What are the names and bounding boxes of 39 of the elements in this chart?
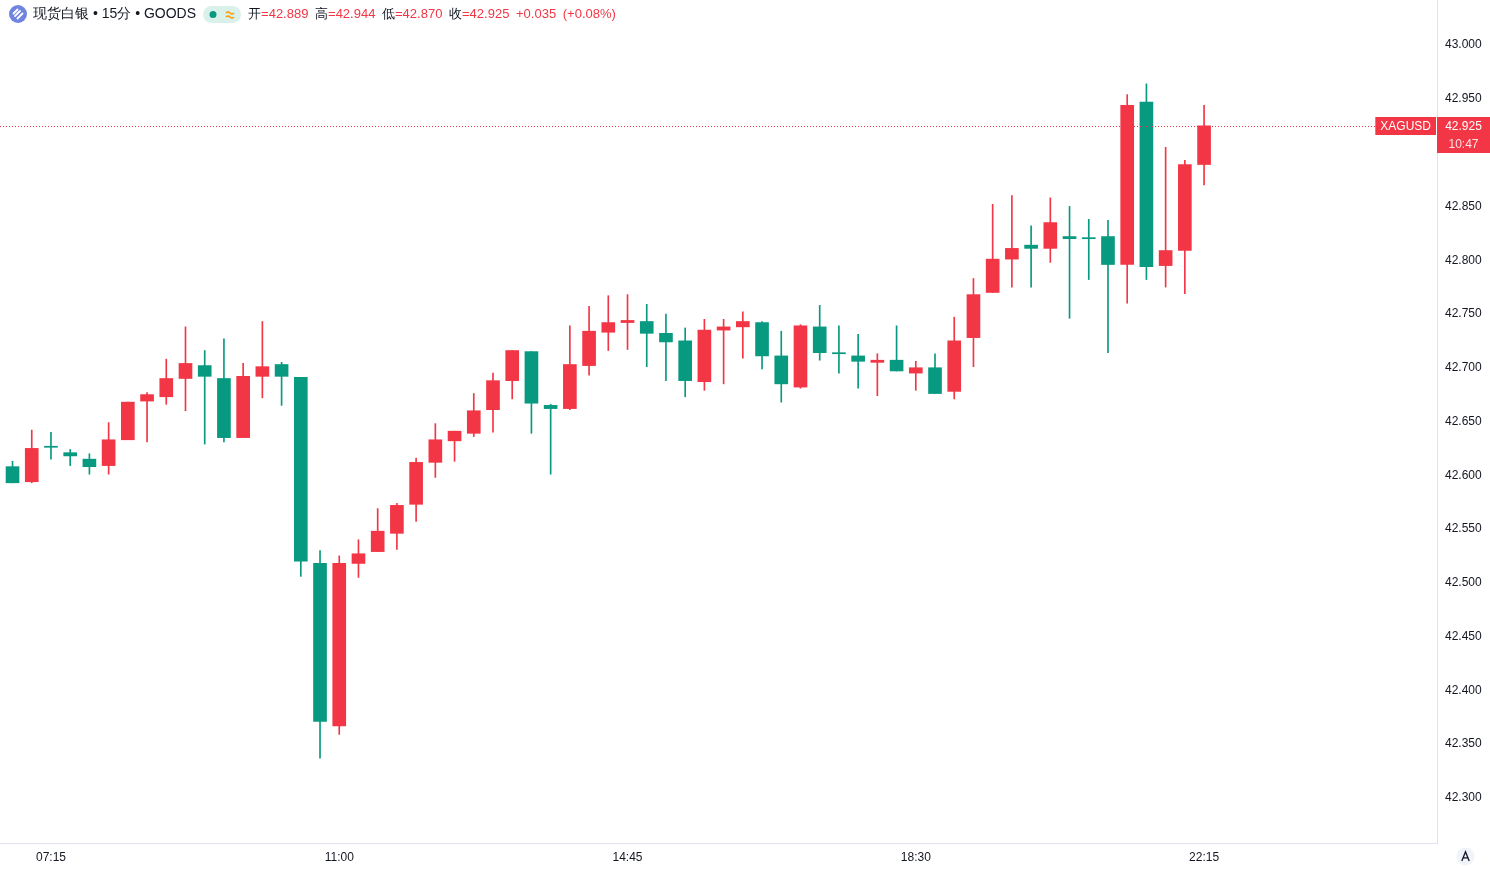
- text: 42.925: [1445, 119, 1483, 134]
- x-tick-label: 14:45: [612, 849, 643, 864]
- candlestick: [1101, 220, 1115, 354]
- y-tick-label: 42.750: [1445, 306, 1483, 321]
- y-tick-label: 42.300: [1445, 790, 1483, 805]
- chart-title: 现货白银 • 15分 • GOODS: [33, 5, 197, 23]
- candlestick: [601, 295, 616, 351]
- y-tick-label: 42.350: [1445, 736, 1483, 751]
- y-tick-label: 42.450: [1445, 628, 1483, 643]
- candlestick: [1081, 219, 1096, 280]
- y-tick-label: 42.950: [1445, 91, 1483, 106]
- x-tick-label: 22:15: [1189, 849, 1220, 864]
- y-tick-label: 42.500: [1445, 575, 1483, 590]
- candlestick: [639, 303, 654, 367]
- y-tick-label: 42.650: [1445, 413, 1483, 428]
- candlestick: [1005, 195, 1019, 288]
- x-tick-label: 07:15: [35, 849, 67, 864]
- y-tick-label: 42.800: [1445, 252, 1483, 267]
- ref-line-label: XAGUSD: [1380, 119, 1432, 134]
- candlestick: [140, 392, 154, 443]
- candlestick: [197, 350, 212, 445]
- candlestick: [736, 311, 750, 359]
- candlestick: [44, 431, 58, 460]
- y-tick-label: 42.850: [1445, 198, 1483, 213]
- y-tick-label: 42.400: [1445, 682, 1483, 697]
- y-tick-label: 43.000: [1445, 37, 1483, 52]
- y-tick-label: 42.550: [1445, 521, 1483, 536]
- candlestick: [659, 313, 673, 381]
- candlestick: [908, 360, 923, 391]
- text: 10:47: [1448, 137, 1479, 152]
- text: 开=42.889 高=42.944 低=42.870 收=42.925 +0.035 (+0.08%): [248, 5, 616, 23]
- candlestick: [63, 449, 78, 466]
- candlestick: [832, 325, 846, 374]
- x-tick-label: 11:00: [324, 849, 355, 864]
- y-tick-label: 42.600: [1445, 467, 1483, 482]
- candlestick: [851, 334, 865, 389]
- x-tick-label: 18:30: [900, 849, 932, 864]
- candlestick: [1024, 225, 1038, 288]
- y-tick-label: 42.700: [1445, 360, 1483, 375]
